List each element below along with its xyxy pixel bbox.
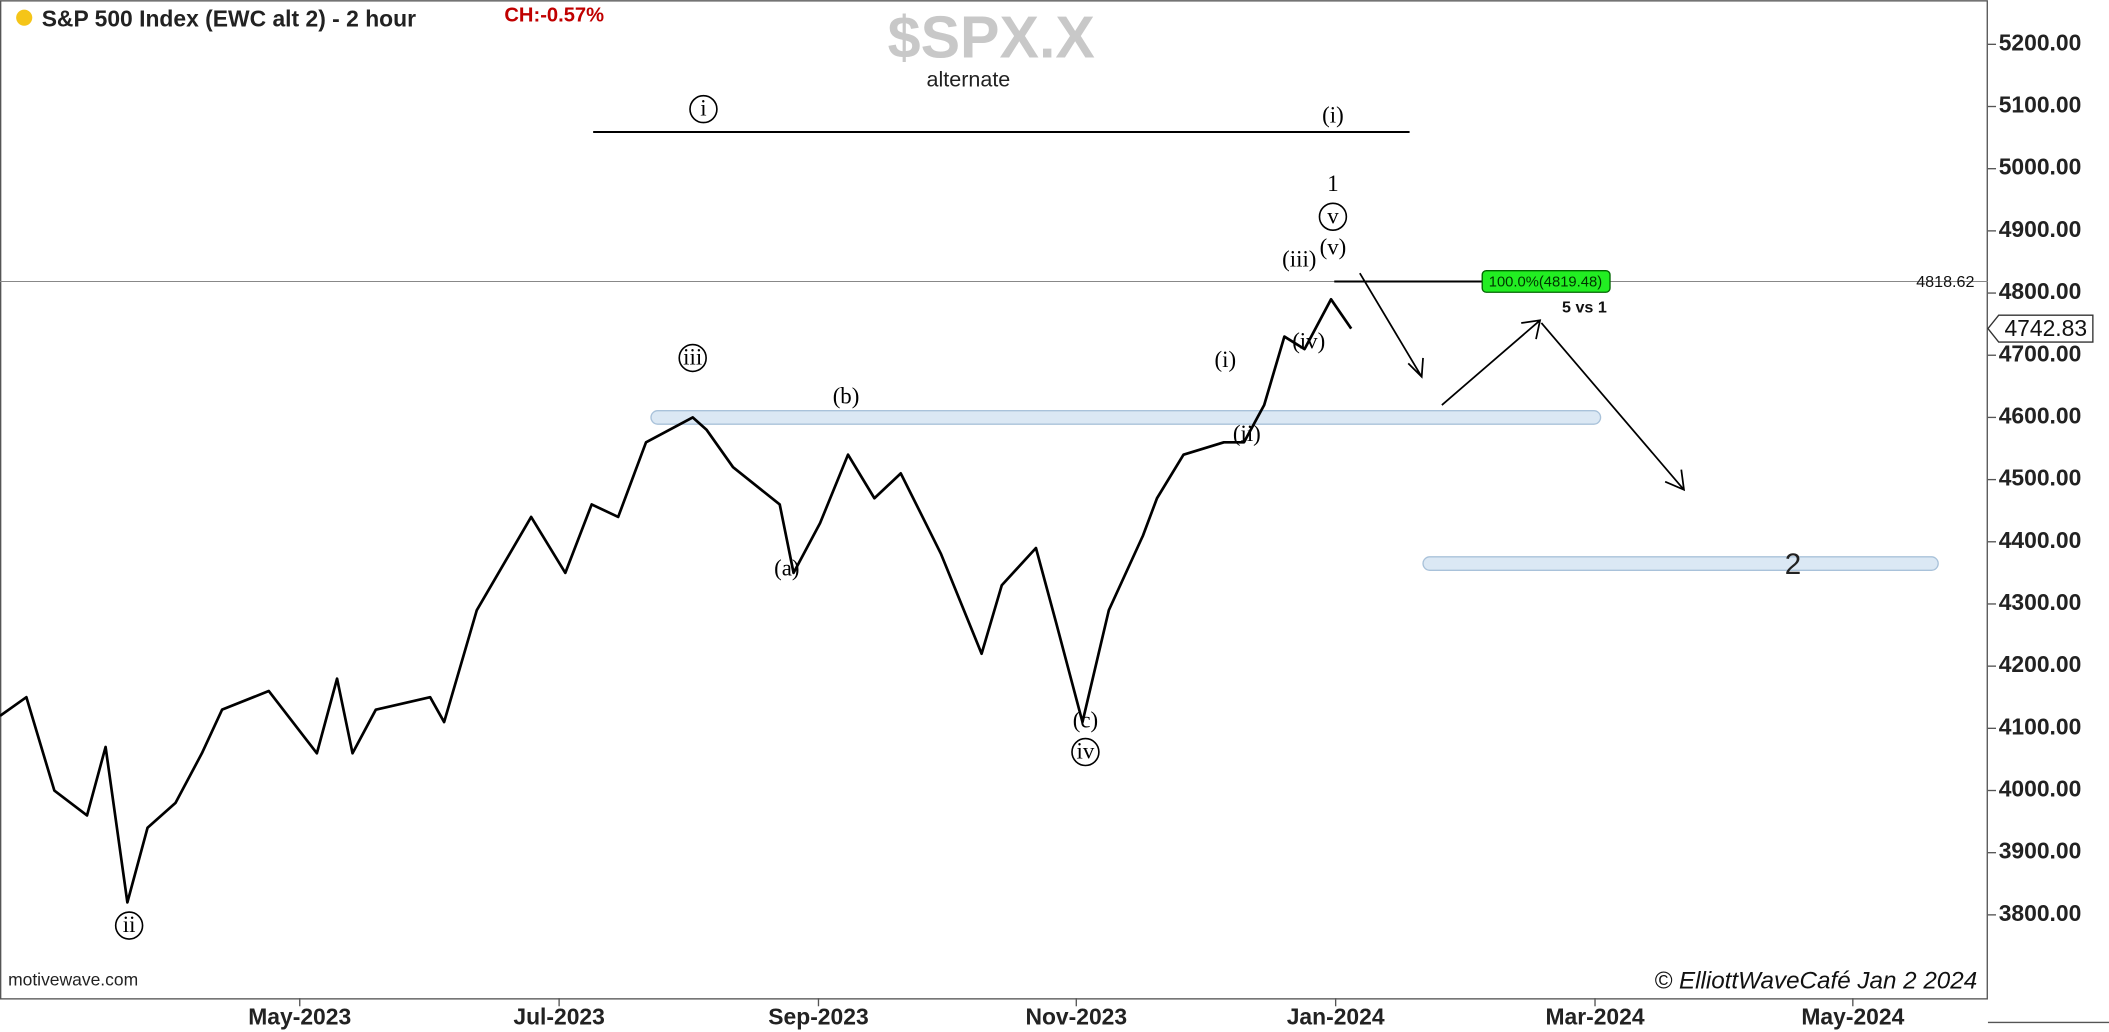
plot-frame [0,0,1988,1000]
wave-label: (i) [1215,347,1237,372]
wave-label: iii [683,345,702,370]
source: motivewave.com [8,969,138,989]
price-line [0,297,1353,904]
x-tick-label: Sep-2023 [768,1003,868,1029]
y-tick-label: 4500.00 [1999,465,2082,491]
x-tick-label: Jul-2023 [513,1003,605,1029]
wave-label: 1 [1327,171,1338,196]
wave-label: i [700,96,706,121]
wave-circle [678,343,707,373]
y-tick-label: 4400.00 [1999,527,2082,553]
y-tick-label: 4900.00 [1999,216,2082,242]
x-tick-label: Jan-2024 [1287,1003,1385,1029]
x-tick-label: Mar-2024 [1545,1003,1644,1029]
wave-label: (ii) [1233,421,1261,446]
fib-label: 100.0%(4819.48) [1489,275,1602,291]
wave-circle [1318,202,1348,231]
y-tick-label: 3800.00 [1999,900,2082,926]
zone [1422,556,1939,571]
last-price: 4742.83 [2004,315,2087,341]
fib-box [1481,270,1611,293]
y-tick-label: 4800.00 [1999,278,2082,304]
y-tick-label: 3900.00 [1999,838,2082,864]
wave-label: (c) [1073,708,1098,733]
y-tick-label: 4300.00 [1999,589,2082,615]
wave-label: iv [1077,739,1095,764]
change: CH:-0.57% [504,5,604,27]
wave-label: ii [123,912,136,937]
arrows [1359,272,1686,492]
y-tick-label: 5200.00 [1999,29,2082,55]
y-tick-label: 5000.00 [1999,154,2082,180]
y-tick-label: 4600.00 [1999,402,2082,428]
last-price-box [1987,314,2094,343]
target-label: 2 [1785,548,1801,581]
y-tick-label: 5100.00 [1999,92,2082,118]
wave-label: (i) [1322,102,1344,127]
wave-label: (iii) [1282,246,1316,271]
x-tick-label: Nov-2023 [1025,1003,1127,1029]
x-tick-label: May-2024 [1801,1003,1904,1029]
y-tick-label: 4200.00 [1999,651,2082,677]
status-dot [16,9,33,26]
wave-label: (iv) [1292,328,1325,353]
wave-circle [1071,737,1100,767]
wave-label: (b) [833,384,860,409]
y-tick-label: 4100.00 [1999,713,2082,739]
subtitle: alternate [927,68,1011,92]
wave-label: (v) [1320,234,1347,259]
level-label: 4818.62 [1916,273,1974,291]
x-tick-label: May-2023 [248,1003,351,1029]
zone [650,410,1602,425]
credit: © ElliottWaveCafé Jan 2 2024 [1654,967,1977,994]
wave-label: (a) [774,556,799,581]
fib-note: 5 vs 1 [1562,299,1607,317]
wave-circle [689,94,718,124]
wave-label: v [1327,203,1339,228]
wave-circle [114,911,144,940]
symbol: $SPX.X [888,4,1095,71]
y-tick-label: 4700.00 [1999,340,2082,366]
chart-title: S&P 500 Index (EWC alt 2) - 2 hour [42,5,416,31]
y-tick-label: 4000.00 [1999,776,2082,802]
